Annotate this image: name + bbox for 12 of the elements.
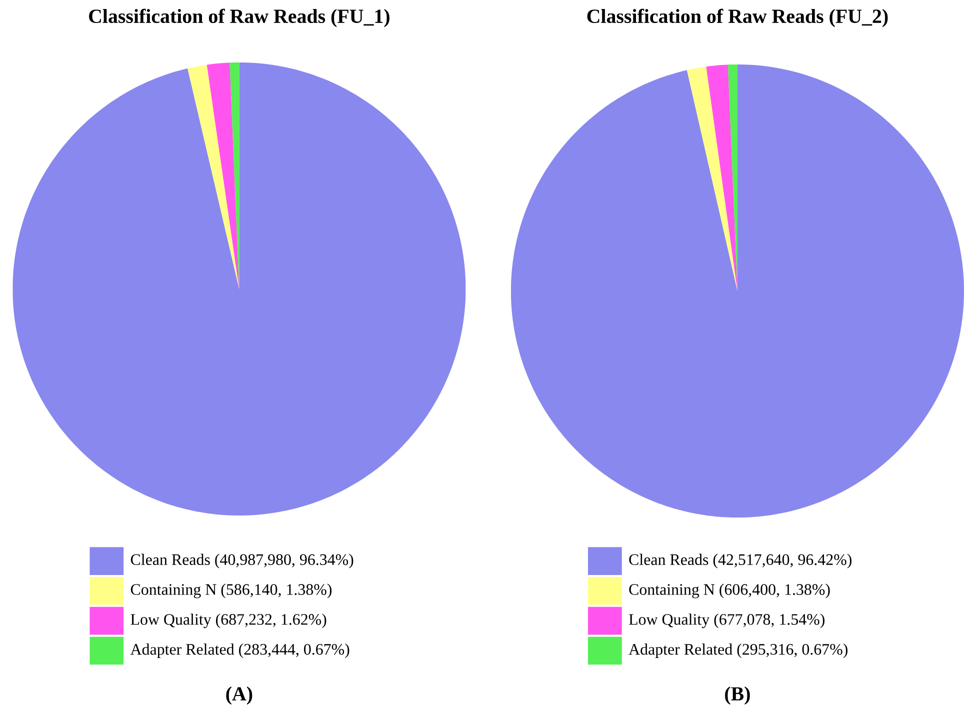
- legend-label: Adapter Related (295,316, 0.67%): [628, 644, 848, 658]
- legend-label: Adapter Related (283,444, 0.67%): [130, 644, 350, 658]
- legend-label: Containing N (606,400, 1.38%): [629, 584, 830, 598]
- text: (B): [725, 686, 750, 705]
- legend-label: Containing N (586,140, 1.38%): [130, 584, 332, 598]
- legend-label: Low Quality (677,078, 1.54%): [629, 614, 824, 628]
- chart-title: Classification of Raw Reads (FU_2): [587, 9, 888, 28]
- legend-label: Clean Reads (42,517,640, 96.42%): [629, 554, 852, 569]
- legend-label: Clean Reads (40,987,980, 96.34%): [130, 554, 354, 569]
- text: (A): [226, 686, 252, 705]
- chart-title: Classification of Raw Reads (FU_1): [89, 9, 390, 28]
- legend-label: Low Quality (687,232, 1.62%): [130, 614, 326, 628]
